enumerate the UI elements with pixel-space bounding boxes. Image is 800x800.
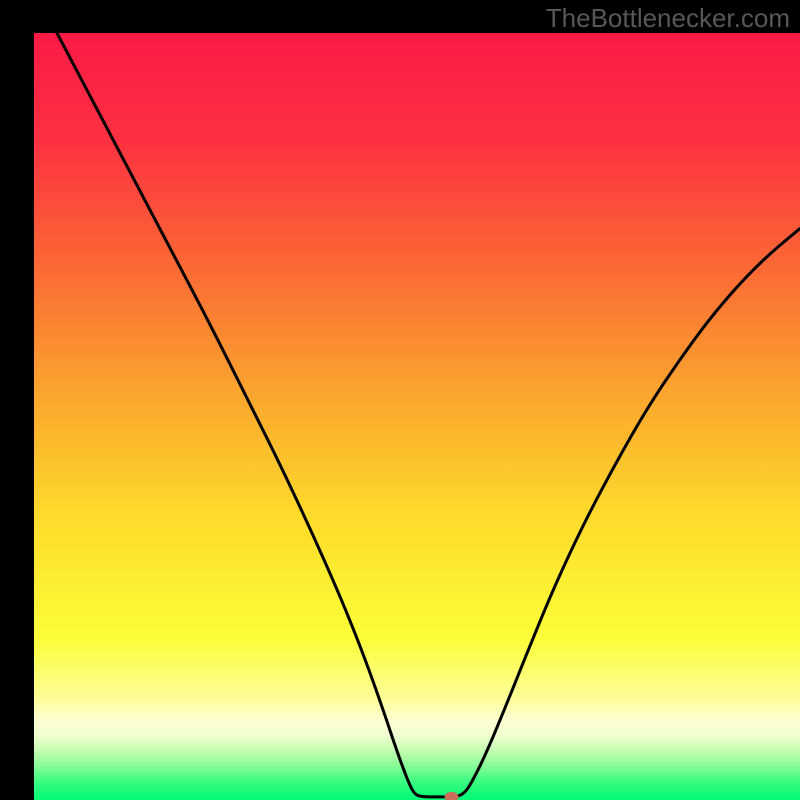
bottleneck-chart: TheBottlenecker.com	[0, 0, 800, 800]
watermark-label: TheBottlenecker.com	[546, 3, 790, 33]
chart-container: TheBottlenecker.com	[0, 0, 800, 800]
plot-area-background	[34, 33, 800, 800]
